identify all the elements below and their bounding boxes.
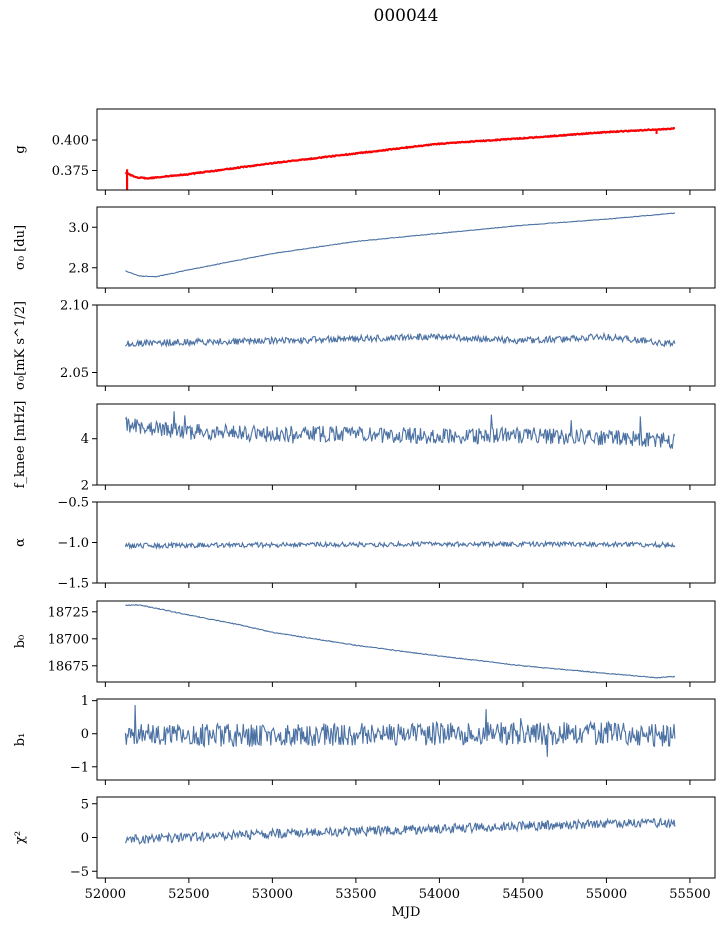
y-tick-label-sigma0_du: 2.8 xyxy=(68,261,89,276)
series-line-chi2 xyxy=(124,817,676,845)
y-tick-label-b0: 18675 xyxy=(48,659,89,674)
axes-frame-sigma0_du xyxy=(96,206,716,289)
x-axis-label: MJD xyxy=(392,905,421,920)
x-tick-label: 54000 xyxy=(419,887,460,902)
axes-frame-alpha xyxy=(96,501,716,584)
x-tick-label: 53000 xyxy=(252,887,293,902)
y-tick-label-chi2: 5 xyxy=(81,797,89,812)
y-tick-label-b1: 0 xyxy=(81,727,89,742)
y-tick-label-b0: 18725 xyxy=(48,605,89,620)
y-axis-label-b0: b₀ xyxy=(13,635,28,649)
series-line-alpha xyxy=(124,539,676,551)
y-tick-label-b1: 1 xyxy=(81,694,89,709)
y-tick-label-chi2: −5 xyxy=(70,865,89,880)
axes-frame-chi2 xyxy=(96,796,716,879)
y-tick-label-sigma0_mK: 2.05 xyxy=(60,366,89,381)
axes-frame-b1 xyxy=(96,698,716,781)
y-tick-label-sigma0_mK: 2.10 xyxy=(60,299,89,314)
y-tick-label-b1: −1 xyxy=(70,760,89,775)
x-tick-label: 55500 xyxy=(669,887,710,902)
y-axis-label-g: g xyxy=(13,145,28,153)
x-tick-label: 52500 xyxy=(168,887,209,902)
x-tick-label: 55000 xyxy=(586,887,627,902)
y-tick-label-chi2: 0 xyxy=(81,831,89,846)
series-line-sigma0_du xyxy=(125,212,676,278)
y-tick-label-g: 0.375 xyxy=(52,164,89,179)
x-tick-label: 53500 xyxy=(335,887,376,902)
y-axis-label-sigma0_du: σ₀ [du] xyxy=(13,225,28,270)
figure-title: 000044 xyxy=(373,6,439,26)
y-axis-label-sigma0_mK: σ₀[mK s^1/2] xyxy=(13,301,28,390)
y-tick-label-sigma0_du: 3.0 xyxy=(68,221,89,236)
y-tick-label-alpha: −1.0 xyxy=(57,536,89,551)
series-line-b0 xyxy=(125,603,676,679)
series-line-sigma0_mK xyxy=(125,331,676,348)
axes-frame-fknee xyxy=(96,403,716,486)
y-tick-label-b0: 18700 xyxy=(48,632,89,647)
y-axis-label-b1: b₁ xyxy=(13,733,28,747)
y-tick-label-g: 0.400 xyxy=(52,134,89,149)
y-tick-label-alpha: −1.5 xyxy=(57,577,89,592)
axes-frame-b0 xyxy=(96,600,716,683)
y-axis-label-chi2: χ² xyxy=(13,831,28,844)
series-line-fknee xyxy=(124,411,676,450)
x-tick-label: 54500 xyxy=(502,887,543,902)
y-tick-label-fknee: 2 xyxy=(81,479,89,494)
x-tick-label: 52000 xyxy=(85,887,126,902)
fit-line-g xyxy=(124,127,675,180)
y-axis-label-alpha: α xyxy=(13,538,28,547)
y-tick-label-fknee: 4 xyxy=(81,432,89,447)
y-axis-label-fknee: f_knee [mHz] xyxy=(13,401,28,489)
axes-frame-sigma0_mK xyxy=(96,304,716,387)
series-line-b1 xyxy=(124,704,676,757)
axes-frame-g xyxy=(96,108,716,191)
y-tick-label-alpha: −0.5 xyxy=(57,496,89,511)
